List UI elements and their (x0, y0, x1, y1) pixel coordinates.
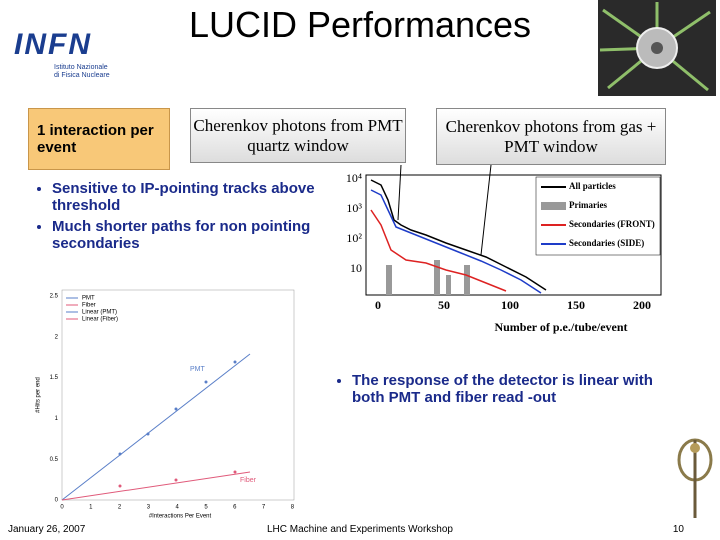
x-tick-label: 200 (633, 298, 651, 312)
logo-subtitle: Istituto Nazionale (54, 64, 108, 71)
y-tick-label: 0.5 (50, 457, 59, 463)
linear-plot-figure: PMT Fiber #Interactions Per Event #Hits … (30, 282, 300, 522)
bullet: Sensitive to IP-pointing tracks above th… (52, 180, 326, 214)
x-axis-label: #Interactions Per Event (149, 514, 212, 520)
title: LUCID Performances (188, 4, 532, 45)
x-tick-label: 3 (147, 505, 151, 511)
footer-event: LHC Machine and Experiments Workshop (266, 524, 453, 535)
y-tick-label: 1 (55, 416, 59, 422)
x-tick-label: 5 (204, 505, 208, 511)
x-tick-label: 7 (262, 505, 266, 511)
detector-image (598, 0, 716, 96)
atlas-figure (677, 438, 713, 518)
histogram-figure: All particles Primaries Secondaries (FRO… (316, 165, 676, 343)
x-tick-label: 6 (233, 505, 237, 511)
legend-label: Linear (Fiber) (82, 317, 118, 323)
annotation: PMT (190, 366, 206, 373)
x-tick-label: 50 (438, 298, 450, 312)
x-tick-label: 100 (501, 298, 519, 312)
callout: 1 interaction per event (28, 108, 170, 170)
x-axis-label: Number of p.e./tube/event (494, 320, 627, 334)
annotation: Fiber (240, 477, 257, 484)
logo: INFN Istituto Nazionale di Fisica Nuclea… (10, 8, 160, 79)
x-tick-label: 1 (89, 505, 93, 511)
x-tick-label: 4 (176, 505, 180, 511)
footer-date: January 26, 2007 (8, 524, 86, 535)
legend-label: All particles (569, 181, 616, 191)
x-tick-label: 8 (291, 505, 295, 511)
footer-page: 10 (672, 524, 684, 535)
legend-label: Secondaries (SIDE) (569, 238, 644, 248)
legend-label: Primaries (569, 200, 607, 210)
y-tick-label: 2.5 (50, 294, 59, 300)
x-tick-label: 150 (567, 298, 585, 312)
logo-subtitle: di Fisica Nucleare (54, 72, 110, 79)
x-tick-label: 0 (375, 298, 381, 312)
x-tick-label: 0 (60, 505, 64, 511)
bullet: The response of the detector is linear w… (352, 372, 666, 406)
bullet-list: The response of the detector is linear w… (336, 372, 666, 410)
y-axis-label: #Hits per end (36, 377, 42, 413)
callout: Cherenkov photons from gas + PMT window (436, 108, 666, 165)
y-tick-label: 10³ (346, 201, 362, 215)
y-tick-label: 1.5 (50, 375, 59, 381)
bullet: Much shorter paths for non pointing seco… (52, 218, 326, 252)
y-tick-label: 10⁴ (346, 171, 362, 185)
legend-label: PMT (82, 296, 95, 302)
logo-name: INFN (14, 28, 92, 61)
x-tick-label: 2 (118, 505, 122, 511)
legend-label: Secondaries (FRONT) (569, 219, 655, 229)
legend-label: Linear (PMT) (82, 310, 117, 316)
callout: Cherenkov photons from PMT quartz window (190, 108, 406, 163)
legend-label: Fiber (82, 303, 96, 309)
y-tick-label: 10 (350, 261, 362, 275)
y-tick-label: 2 (55, 334, 59, 340)
y-tick-label: 10² (346, 231, 362, 245)
y-tick-label: 0 (55, 498, 59, 504)
bullet-list: Sensitive to IP-pointing tracks above th… (36, 180, 326, 256)
